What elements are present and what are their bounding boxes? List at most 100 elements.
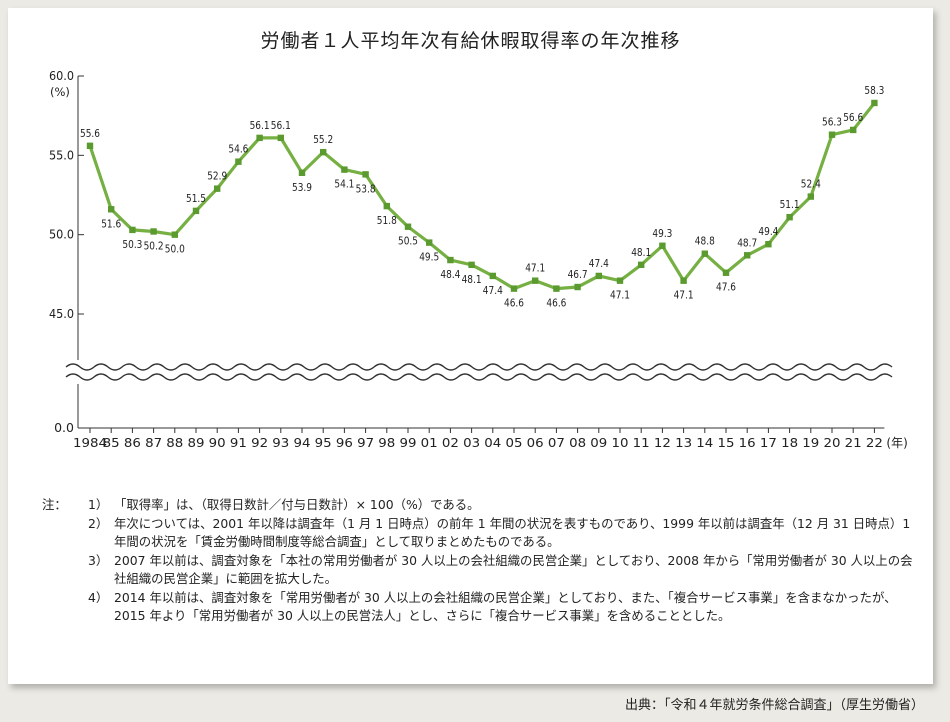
data-point [171,231,178,238]
x-tick-label: 12 [654,435,671,450]
x-tick-label: 19 [802,435,819,450]
data-label: 56.3 [822,117,842,129]
data-label: 51.8 [377,215,397,227]
chart-card: 労働者１人平均年次有給休暇取得率の年次推移 60.0 55.0 50.0 45.0 0.… [8,8,933,684]
data-label: 47.4 [589,258,609,270]
data-point [595,272,602,280]
data-point [150,228,157,235]
data-label: 46.6 [546,298,566,310]
data-label: 47.6 [716,282,736,294]
data-point [616,277,624,284]
data-point [404,223,412,230]
data-point [192,207,200,215]
x-tick-label: 09 [590,435,607,450]
x-tick-label: 16 [739,435,756,450]
x-tick-label: 93 [272,435,289,450]
note-4: 4） 2014 年以前は、調査対象を「常用労働者が 30 人以上の会社組織の民営… [42,589,922,626]
data-point [426,239,433,246]
x-tick-label: 06 [527,435,544,450]
data-point [680,277,687,284]
y-tick-label: 55.0 [49,147,74,162]
data-label: 47.1 [525,263,545,275]
data-label: 46.6 [504,298,524,310]
x-tick-label: 04 [484,435,501,450]
chart-title: 労働者１人平均年次有給休暇取得率の年次推移 [260,30,681,52]
data-point [129,226,136,234]
data-point [489,272,496,280]
note-number: 1） [88,497,109,512]
x-tick-label: 14 [696,435,713,450]
data-label: 54.6 [228,144,248,156]
data-point [701,250,708,257]
chart-marks: 55.651.650.3 50.2 50.051.552.954.656.1 56.1… [80,85,884,310]
data-label: 51.6 [101,218,121,230]
x-tick-label: 07 [548,435,565,450]
data-label: 56.1 [250,120,270,132]
data-label: 48.1 [462,274,482,286]
axis-break-wave [65,373,893,381]
data-point [510,285,518,292]
x-tick-label: 98 [378,435,395,450]
x-tick-label: 91 [230,435,247,450]
note-2: 2） 年次については、2001 年以降は調査年（1 月 1 日時点）の前年 1 … [42,515,922,552]
data-point [807,193,814,200]
data-point [850,126,857,134]
y-axis-unit: (%) [50,85,70,99]
data-point [786,214,793,221]
source-citation: 出典：「令和４年就労条件総合調査」（厚生労働省） [624,698,924,713]
notes-head: 注： [42,497,67,512]
data-label: 49.3 [652,228,672,240]
data-label: 54.1 [334,179,354,191]
note-text: 「取得率」は、（取得日数計／付与日数計）× 100（%）である。 [114,497,480,512]
data-label: 48.4 [440,269,460,281]
x-tick-label: 96 [336,435,353,450]
x-tick-label: 92 [251,435,268,450]
data-label: 47.4 [483,285,503,297]
data-label: 53.9 [292,182,312,194]
data-label: 50.3 [122,239,142,251]
data-point [320,148,327,156]
note-text: 2014 年以前は、調査対象を「常用労働者が 30 人以上の会社組織の民営企業」… [114,589,897,624]
x-tick-label: 02 [442,435,459,450]
notes-block: 注： 1） 「取得率」は、（取得日数計／付与日数計）× 100（%）である。 2… [42,496,922,626]
data-label: 58.3 [864,85,884,97]
data-label: 48.7 [737,237,757,249]
data-point [765,240,772,248]
data-label: 52.4 [801,179,821,191]
data-label: 50.2 [144,240,164,252]
y-tick-label: 45.0 [49,306,74,321]
x-tick-label: 86 [124,435,141,450]
data-point [574,283,581,291]
x-tick-label: 17 [760,435,777,450]
data-point [722,269,730,276]
data-point [298,169,306,176]
data-label: 49.4 [758,226,778,238]
x-tick-label: 1984 [73,435,107,450]
data-label: 47.1 [674,290,694,302]
note-1: 注： 1） 「取得率」は、（取得日数計／付与日数計）× 100（%）である。 [42,496,922,515]
x-tick-label: 13 [675,435,692,450]
data-point [447,256,454,264]
data-label: 55.6 [80,128,100,140]
data-point [341,166,348,173]
note-text: 2007 年以前は、調査対象を「本社の常用労働者が 30 人以上の会社組織の民営… [114,552,913,587]
data-label: 52.9 [207,171,227,183]
x-tick-label: 08 [569,435,586,450]
x-tick-label: 10 [612,435,629,450]
data-point [235,158,242,165]
x-tick-label: 21 [845,435,862,450]
data-point [553,285,560,292]
y-tick-label: 60.0 [49,68,74,83]
data-label: 53.8 [356,183,376,195]
x-tick-label: 87 [145,435,162,450]
x-tick-label: 88 [166,435,183,450]
data-label: 55.2 [313,134,333,146]
x-tick-label: 11 [633,435,650,450]
data-label: 47.1 [610,290,630,302]
note-number: 4） [88,589,109,605]
x-tick-label: 89 [188,435,205,450]
note-3: 3） 2007 年以前は、調査対象を「本社の常用労働者が 30 人以上の会社組織… [42,552,922,589]
data-point [532,277,539,284]
x-tick-label: 85 [103,435,120,450]
